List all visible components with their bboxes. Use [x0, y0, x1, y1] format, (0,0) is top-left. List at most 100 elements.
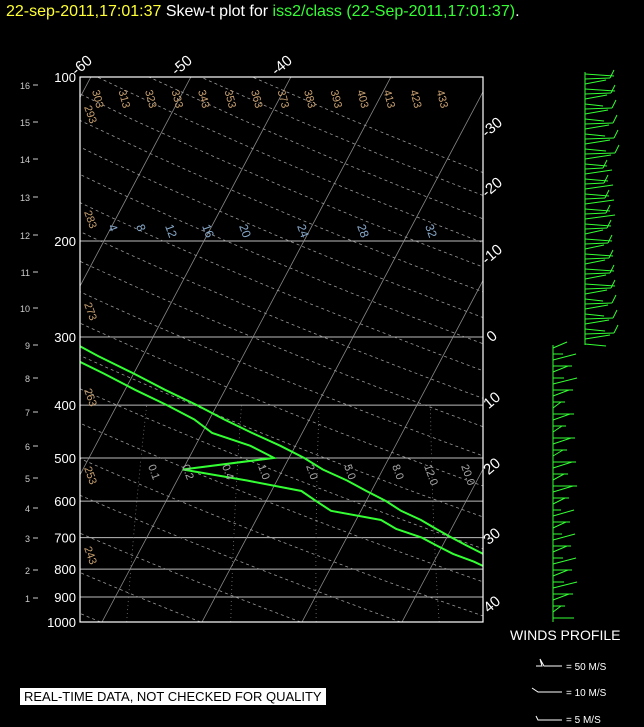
temperature-right-label: 10: [480, 389, 504, 413]
mixing-ratio-label: 24: [294, 222, 312, 240]
dry-adiabat: [80, 231, 483, 399]
wind-barb: [552, 365, 569, 373]
wind-barb: [584, 242, 609, 245]
wind-barb-flag: [610, 279, 616, 289]
wind-barb: [552, 605, 562, 613]
wind-barb: [552, 437, 572, 445]
height-tick-label: 4: [25, 504, 30, 514]
wind-barb: [552, 545, 568, 553]
wind-barb: [584, 257, 610, 260]
wind-barb: [584, 73, 615, 77]
wind-barb: [584, 272, 611, 275]
mixing-ratio-label-500: 12.0: [421, 463, 440, 487]
wind-barb: [584, 328, 606, 332]
height-tick-label: 6: [25, 442, 30, 452]
height-tick-label: 2: [25, 566, 30, 576]
wind-barb: [584, 343, 607, 347]
wind-barb-flag: [603, 174, 609, 184]
mixing-ratio-label: 16: [199, 222, 217, 240]
pressure-tick-label: 200: [54, 234, 76, 249]
adiabat-label-left: 243: [81, 545, 99, 566]
temperature-right-label: 40: [480, 593, 504, 617]
wind-barb: [584, 199, 615, 205]
adiabat-label-left: 293: [81, 104, 99, 125]
wind-barb: [584, 92, 612, 95]
wind-barb-flag: [610, 84, 616, 94]
title-end: .: [515, 3, 520, 20]
wind-barb: [584, 178, 609, 182]
wind-barb: [552, 557, 577, 565]
mixing-ratio-line: [492, 405, 507, 622]
mixing-ratio-label: 12: [162, 222, 180, 240]
wind-barb-flag: [613, 129, 619, 139]
pressure-tick-label: 800: [54, 562, 76, 577]
wind-barb: [584, 169, 613, 175]
adiabat-label: 373: [275, 89, 291, 110]
wind-barb: [584, 304, 609, 310]
title-middle: Skew-t plot for: [161, 3, 273, 20]
wind-barb: [584, 139, 611, 145]
dry-adiabat: [148, 77, 483, 220]
wind-barb: [584, 302, 613, 305]
adiabat-label-left: 253: [81, 465, 99, 486]
wind-barb: [552, 497, 566, 505]
pressure-tick-label: 600: [54, 494, 76, 509]
wind-barb: [552, 341, 568, 349]
mixing-ratio-label-500: 0.1: [145, 463, 162, 481]
mixing-ratio-label: 28: [354, 222, 372, 240]
mixing-ratio-label-500: 8.0: [389, 463, 406, 481]
quality-disclaimer: REAL-TIME DATA, NOT CHECKED FOR QUALITY: [20, 688, 326, 705]
dry-adiabat: [80, 422, 483, 583]
adiabat-label: 353: [222, 89, 238, 110]
wind-barb: [584, 182, 605, 185]
isotherm-line: [101, 77, 392, 622]
pressure-tick-label: 400: [54, 398, 76, 413]
isotherm-line: [201, 90, 483, 622]
wind-barb: [584, 332, 615, 335]
dry-adiabat: [80, 355, 483, 518]
wind-barb: [584, 154, 612, 160]
wind-barb: [552, 581, 578, 589]
wind-barb: [552, 473, 565, 481]
adiabat-label-left: 283: [81, 209, 99, 230]
wind-barb-flag: [612, 309, 618, 319]
wind-barb: [552, 353, 577, 361]
wind-barb: [552, 401, 562, 409]
wind-barb: [584, 122, 614, 125]
wind-barb: [584, 197, 606, 200]
pressure-tick-label: 700: [54, 531, 76, 546]
wind-barb: [584, 184, 614, 190]
adiabat-label-left: 263: [81, 387, 99, 408]
adiabat-label: 433: [434, 89, 450, 110]
wind-barb: [552, 413, 571, 421]
mixing-ratio-label-500: 5.0: [341, 463, 358, 481]
mixing-ratio-label: 32: [422, 222, 440, 240]
wind-barb: [584, 227, 608, 230]
mixing-ratio-line: [430, 405, 440, 622]
adiabat-label: 383: [301, 89, 317, 110]
dry-adiabat: [80, 388, 483, 550]
mixing-ratio-line: [315, 405, 320, 622]
isotherm-line: [80, 77, 292, 476]
wind-barb: [584, 223, 612, 227]
height-tick-label: 5: [25, 474, 30, 484]
adiabat-label: 303: [89, 89, 105, 110]
wind-barb-flag: [608, 249, 614, 259]
wind-barb: [552, 533, 576, 541]
adiabat-label: 323: [142, 89, 158, 110]
wind-barb: [552, 377, 578, 385]
height-tick-label: 13: [20, 193, 30, 203]
dry-adiabat: [80, 572, 201, 622]
temperature-right-label: 30: [480, 525, 504, 549]
wind-barb: [584, 212, 607, 215]
pressure-tick-label: 500: [54, 451, 76, 466]
wind-barb-flag: [611, 99, 617, 109]
wind-barb: [584, 334, 611, 340]
wind-barb: [584, 229, 604, 235]
height-tick-label: 7: [25, 408, 30, 418]
isotherm-line: [80, 77, 92, 99]
dry-adiabat: [80, 494, 401, 622]
wind-barb: [552, 593, 570, 601]
temperature-right-label: 0: [483, 327, 500, 345]
